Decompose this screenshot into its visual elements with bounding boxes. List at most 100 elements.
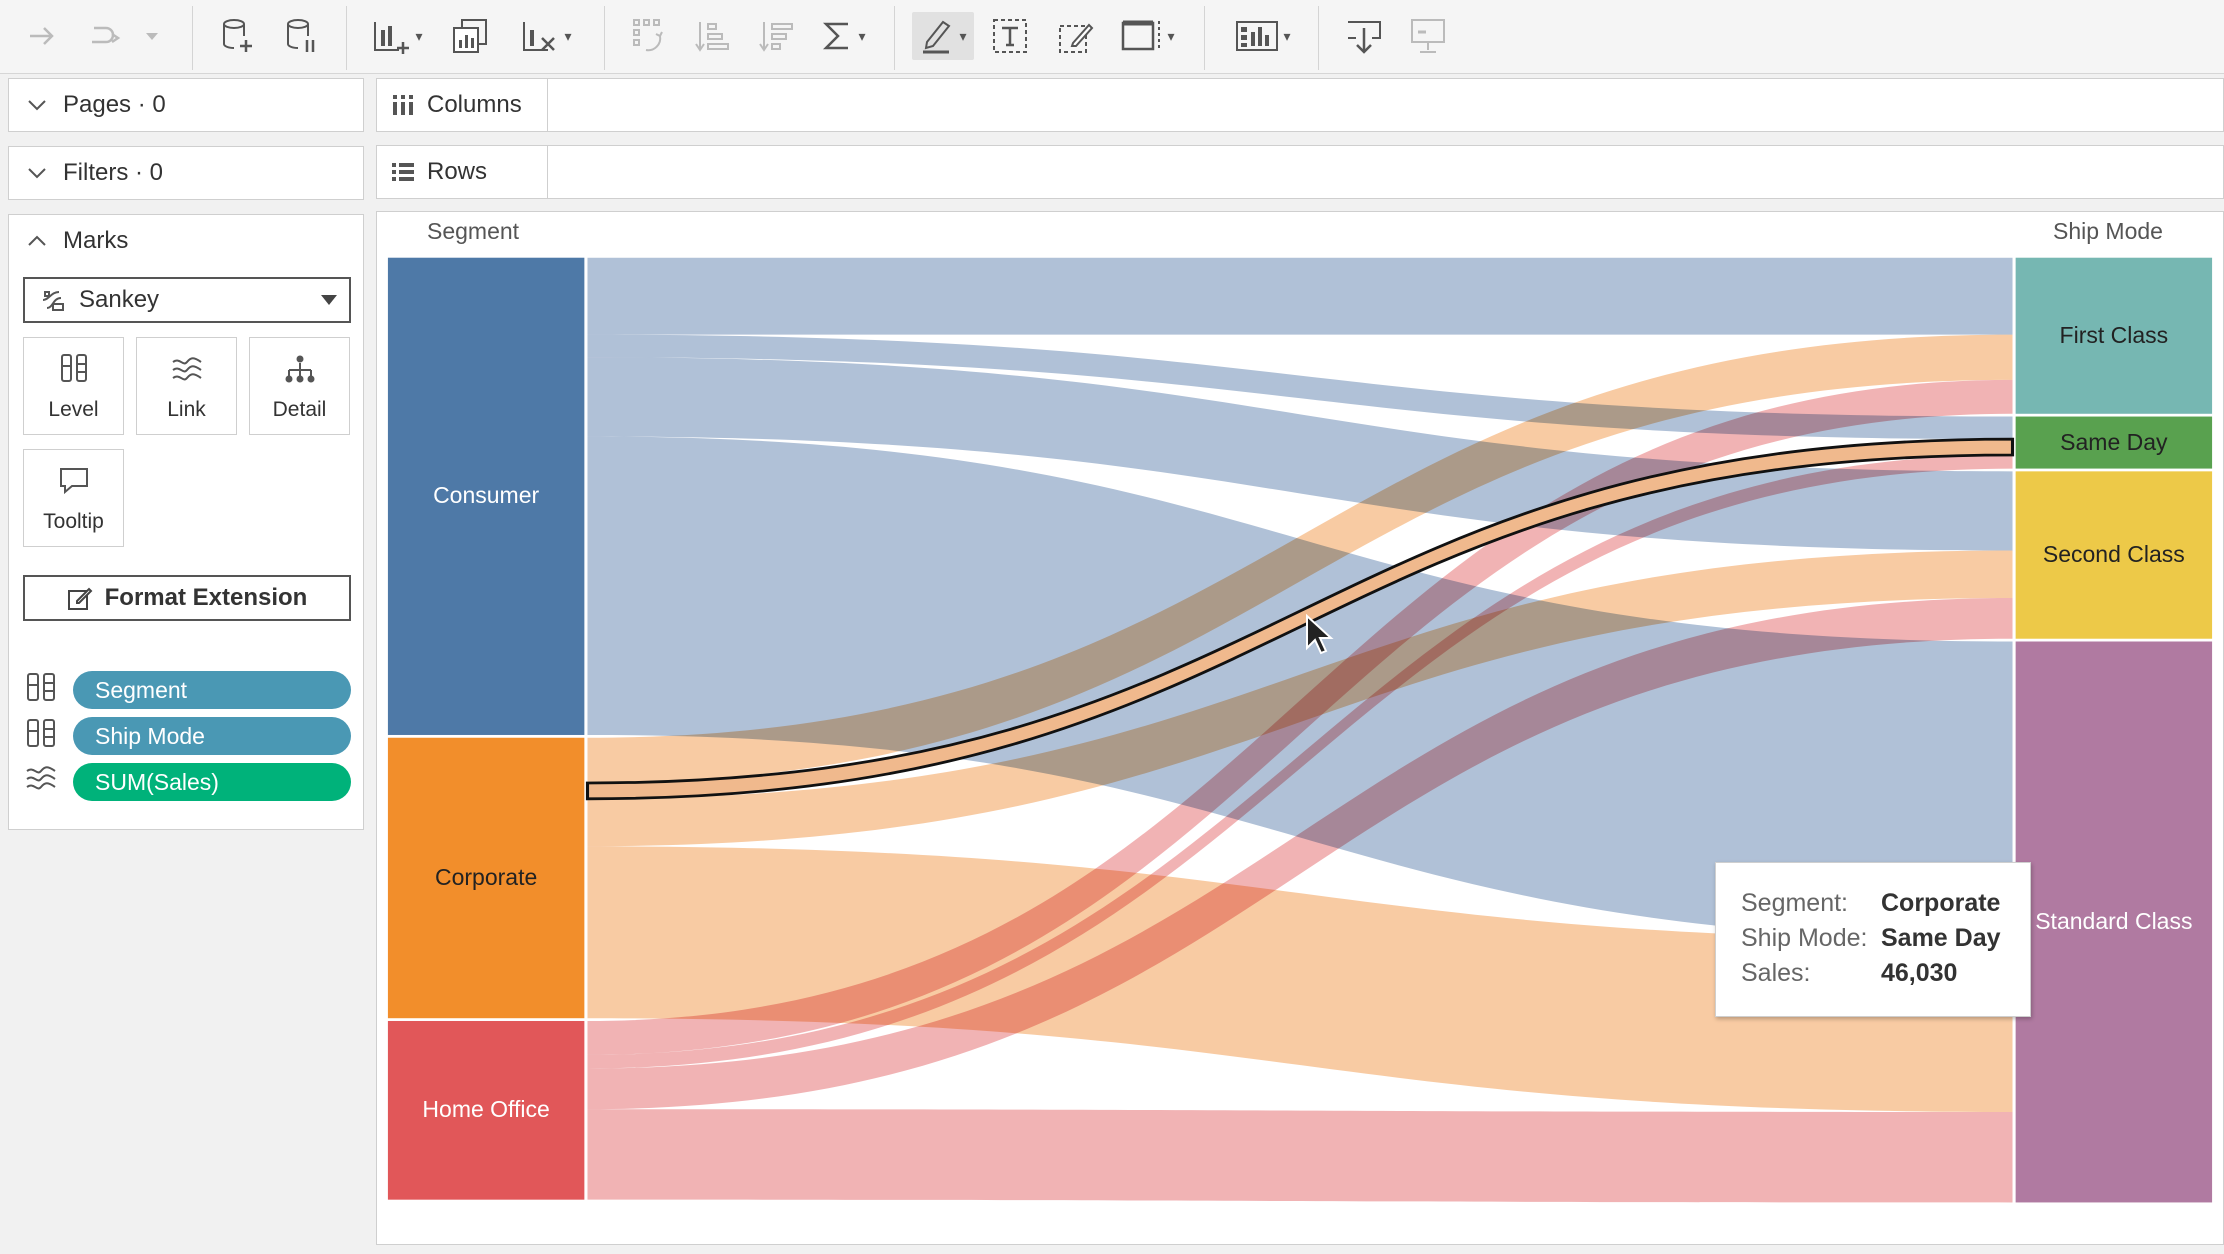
sankey-link-highlighted[interactable]	[585, 437, 2015, 801]
download-icon[interactable]	[1342, 12, 1386, 60]
annotate-icon[interactable]	[1054, 12, 1098, 60]
target-node-label: Standard Class	[2035, 907, 2193, 934]
dropdown-arrow-icon	[321, 295, 337, 305]
level-card-label: Level	[48, 398, 99, 421]
totals-icon[interactable]: ▾	[818, 12, 868, 60]
pause-data-updates-icon[interactable]	[280, 12, 324, 60]
target-node-standard-class[interactable]	[2015, 641, 2213, 1203]
marks-label: Marks	[63, 227, 129, 254]
mark-type-label: Sankey	[79, 286, 160, 313]
tooltip-value: Corporate	[1881, 889, 2001, 917]
sankey-link-consumer-second-class[interactable]	[587, 357, 2013, 551]
text-label-icon[interactable]	[988, 12, 1032, 60]
swap-rows-columns-icon[interactable]	[626, 12, 670, 60]
sort-descending-icon[interactable]	[754, 12, 798, 60]
new-data-source-icon[interactable]	[216, 12, 260, 60]
tooltip-card-label: Tooltip	[43, 510, 104, 533]
link-icon	[171, 357, 202, 381]
tooltip-row-sales: Sales: 46,030	[1741, 959, 1957, 988]
segment-pill-label: Segment	[95, 676, 188, 703]
sankey-link-home-office-first-class[interactable]	[587, 379, 2013, 1055]
tooltip-row-segment: Segment: Corporate	[1741, 889, 2000, 918]
tooltip-row-ship-mode: Ship Mode: Same Day	[1741, 924, 2001, 953]
target-node-label: Second Class	[2042, 541, 2185, 568]
columns-text: Columns	[427, 91, 522, 118]
edit-icon	[67, 587, 93, 610]
tooltip-value: 46,030	[1881, 959, 1958, 987]
tooltip-value: Same Day	[1881, 924, 2001, 952]
mark-type-dropdown[interactable]: Sankey	[23, 277, 351, 323]
new-worksheet-icon[interactable]: ▾	[370, 12, 424, 60]
sum-sales-pill[interactable]: SUM(Sales)	[73, 763, 351, 801]
marks-card: Marks Sankey Level Link Detail Tooltip F…	[8, 214, 364, 830]
segment-column-title: Segment	[427, 218, 520, 244]
detail-card[interactable]: Detail	[249, 337, 350, 435]
sankey-link-home-office-standard-class[interactable]	[587, 1109, 2013, 1203]
tooltip-key: Segment:	[1741, 889, 1849, 917]
highlight-icon[interactable]: ▾	[912, 12, 974, 60]
sankey-link-home-office-second-class[interactable]	[587, 598, 2013, 1110]
source-node-corporate[interactable]	[387, 737, 585, 1019]
format-extension-label: Format Extension	[104, 584, 308, 611]
target-node-second-class[interactable]	[2015, 471, 2213, 639]
pages-header[interactable]: Pages · 0	[25, 91, 166, 119]
chevron-down-icon	[28, 168, 46, 179]
ship-mode-column-title: Ship Mode	[2053, 218, 2163, 244]
detail-card-label: Detail	[272, 398, 327, 421]
chevron-down-icon	[28, 100, 46, 111]
source-node-label: Home Office	[422, 1096, 550, 1123]
sankey-viz: Segment Ship Mode Consumer Corporate Home …	[376, 211, 2224, 1245]
rows-text: Rows	[427, 158, 488, 185]
tooltip-card[interactable]: Tooltip	[23, 449, 124, 547]
toolbar: ▾ ▾ ▾ ▾ ▾ ▾	[0, 0, 2224, 74]
redo-arrow-icon[interactable]	[22, 12, 62, 60]
fit-view-icon[interactable]: ▾	[1114, 12, 1180, 60]
filters-card: Filters · 0	[8, 146, 364, 200]
sankey-chart	[387, 257, 2213, 1203]
level-icon	[27, 719, 55, 747]
rows-shelf-label: Rows	[377, 146, 548, 198]
presentation-mode-icon[interactable]	[1406, 12, 1450, 60]
marks-header[interactable]: Marks	[25, 227, 128, 255]
target-node-label: Same Day	[2060, 428, 2168, 455]
columns-icon	[393, 95, 413, 115]
sankey-link-corporate-first-class[interactable]	[587, 334, 2013, 783]
sum-sales-pill-label: SUM(Sales)	[95, 768, 219, 795]
link-card[interactable]: Link	[136, 337, 237, 435]
mouse-cursor-icon	[1306, 614, 1334, 655]
duplicate-sheet-icon[interactable]	[448, 12, 492, 60]
source-node-label: Corporate	[434, 863, 538, 890]
ship-mode-pill[interactable]: Ship Mode	[73, 717, 351, 755]
level-card[interactable]: Level	[23, 337, 124, 435]
sort-ascending-icon[interactable]	[690, 12, 734, 60]
format-extension-button[interactable]: Format Extension	[23, 575, 351, 621]
clear-sheet-icon[interactable]: ▾	[516, 12, 576, 60]
segment-pill[interactable]: Segment	[73, 671, 351, 709]
filters-header[interactable]: Filters · 0	[25, 159, 163, 187]
dropdown-caret-icon[interactable]	[140, 12, 164, 60]
level-icon	[60, 354, 87, 382]
tooltip-icon	[59, 468, 88, 495]
sankey-link-corporate-second-class[interactable]	[587, 550, 2013, 847]
detail-icon	[285, 355, 314, 383]
tooltip: Segment: Corporate Ship Mode: Same Day S…	[1715, 862, 2031, 1017]
undo-redo-icon[interactable]	[84, 12, 124, 60]
sankey-extension-icon	[42, 291, 64, 311]
source-node-consumer[interactable]	[387, 257, 585, 735]
target-node-first-class[interactable]	[2015, 257, 2213, 414]
tooltip-key: Sales:	[1741, 959, 1811, 987]
target-node-same-day[interactable]	[2015, 416, 2213, 469]
pages-card: Pages · 0	[8, 78, 364, 132]
source-node-home-office[interactable]	[387, 1020, 585, 1200]
sankey-link-home-office-same-day[interactable]	[587, 455, 2013, 1069]
chevron-up-icon	[28, 235, 46, 246]
rows-shelf[interactable]: Rows	[376, 145, 2224, 199]
sankey-link-consumer-first-class[interactable]	[587, 257, 2013, 335]
rows-icon	[392, 163, 414, 181]
target-node-label: First Class	[2059, 321, 2169, 348]
ship-mode-pill-label: Ship Mode	[95, 722, 205, 749]
show-me-icon[interactable]: ▾	[1228, 12, 1298, 60]
sankey-link-corporate-standard-class[interactable]	[587, 846, 2013, 1112]
columns-shelf-label: Columns	[377, 79, 548, 131]
columns-shelf[interactable]: Columns	[376, 78, 2224, 132]
